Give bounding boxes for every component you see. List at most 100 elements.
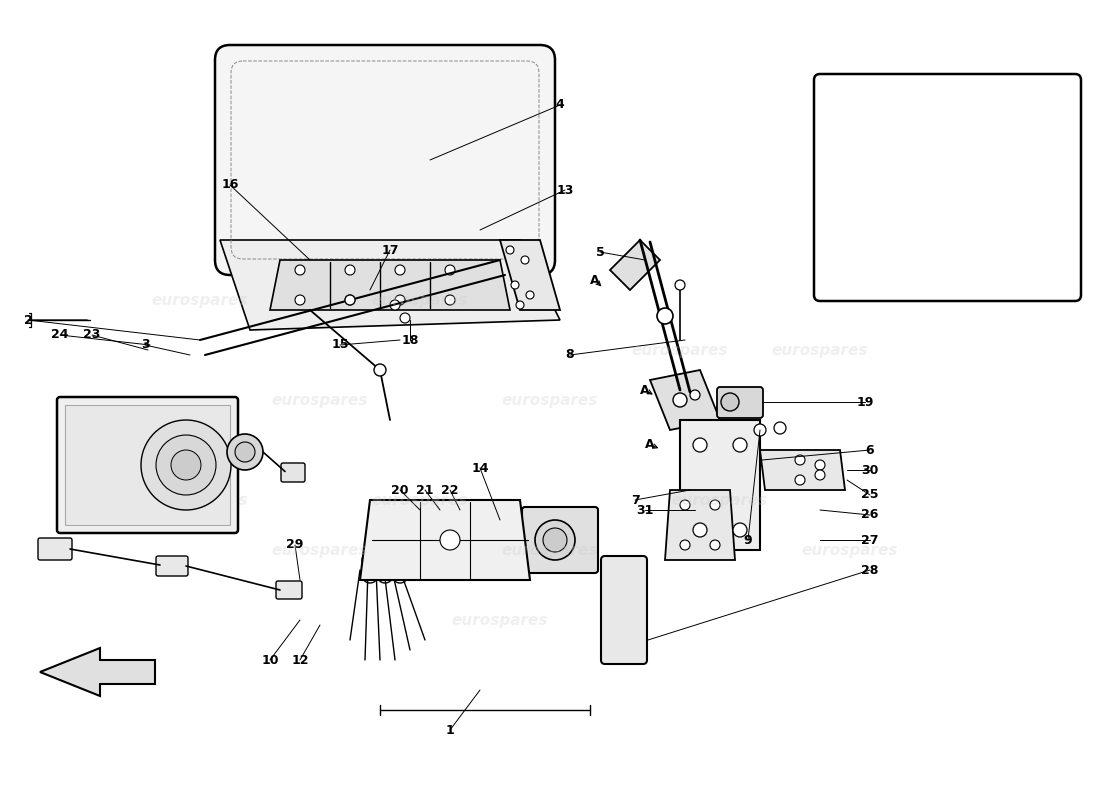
Circle shape [170, 450, 201, 480]
Text: eurospares: eurospares [502, 393, 598, 407]
Text: 9: 9 [1060, 111, 1068, 125]
Circle shape [374, 364, 386, 376]
Circle shape [345, 295, 355, 305]
Circle shape [754, 424, 766, 436]
Text: 31: 31 [636, 503, 653, 517]
Text: 8: 8 [1060, 94, 1068, 106]
Text: 1: 1 [446, 723, 454, 737]
Circle shape [795, 455, 805, 465]
Circle shape [526, 291, 534, 299]
Circle shape [506, 246, 514, 254]
Circle shape [915, 170, 925, 180]
Text: 11: 11 [1060, 171, 1078, 185]
Circle shape [795, 475, 805, 485]
Text: 30: 30 [861, 463, 879, 477]
Text: eurospares: eurospares [772, 342, 868, 358]
Circle shape [446, 265, 455, 275]
Circle shape [680, 500, 690, 510]
Text: 15: 15 [331, 338, 349, 351]
FancyBboxPatch shape [57, 397, 238, 533]
FancyBboxPatch shape [814, 74, 1081, 301]
Circle shape [384, 559, 396, 571]
Circle shape [446, 295, 455, 305]
Text: 5: 5 [595, 246, 604, 258]
Text: 28: 28 [861, 563, 879, 577]
Circle shape [886, 88, 894, 96]
Circle shape [345, 295, 355, 305]
Polygon shape [845, 100, 870, 118]
Text: 29: 29 [286, 538, 304, 551]
Text: 6: 6 [1060, 149, 1068, 162]
Text: eurospares: eurospares [452, 613, 548, 627]
Polygon shape [500, 240, 560, 310]
Text: A: A [646, 438, 654, 451]
Circle shape [945, 170, 955, 180]
Text: 10: 10 [262, 654, 278, 666]
Text: 17: 17 [382, 243, 398, 257]
FancyBboxPatch shape [522, 507, 598, 573]
Circle shape [543, 528, 566, 552]
Text: eurospares: eurospares [152, 493, 249, 507]
Text: 7: 7 [630, 494, 639, 506]
Circle shape [141, 420, 231, 510]
Text: OLD SOLUTION: OLD SOLUTION [848, 214, 953, 226]
Circle shape [657, 308, 673, 324]
Text: 12: 12 [292, 654, 309, 666]
Circle shape [156, 435, 216, 495]
Circle shape [710, 500, 720, 510]
Text: 23: 23 [84, 329, 101, 342]
Circle shape [362, 552, 378, 568]
Circle shape [680, 540, 690, 550]
Polygon shape [760, 450, 845, 490]
Text: eurospares: eurospares [372, 493, 469, 507]
Circle shape [690, 390, 700, 400]
Circle shape [440, 530, 460, 550]
Circle shape [693, 438, 707, 452]
Text: A: A [845, 108, 851, 118]
Text: 27: 27 [861, 534, 879, 546]
Text: eurospares: eurospares [101, 442, 198, 458]
Circle shape [675, 280, 685, 290]
Circle shape [733, 438, 747, 452]
Circle shape [733, 523, 747, 537]
FancyBboxPatch shape [156, 556, 188, 576]
Polygon shape [220, 240, 560, 330]
Text: 22: 22 [441, 483, 459, 497]
Circle shape [400, 313, 410, 323]
Circle shape [945, 120, 955, 130]
Text: 4: 4 [556, 98, 564, 111]
Circle shape [512, 281, 519, 289]
Text: eurospares: eurospares [672, 493, 768, 507]
Circle shape [235, 442, 255, 462]
Circle shape [693, 523, 707, 537]
Polygon shape [270, 260, 510, 310]
Circle shape [516, 301, 524, 309]
Circle shape [535, 520, 575, 560]
Text: eurospares: eurospares [802, 542, 899, 558]
Text: 20: 20 [392, 483, 409, 497]
Circle shape [227, 434, 263, 470]
Text: A: A [889, 125, 896, 135]
Text: 19: 19 [856, 395, 873, 409]
Text: 21: 21 [416, 483, 433, 497]
Polygon shape [650, 370, 721, 430]
Text: eurospares: eurospares [372, 293, 469, 307]
Text: 25: 25 [861, 489, 879, 502]
Circle shape [390, 300, 400, 310]
Text: 24: 24 [52, 329, 68, 342]
Circle shape [815, 470, 825, 480]
Polygon shape [666, 490, 735, 560]
Circle shape [395, 295, 405, 305]
Text: 26: 26 [861, 509, 879, 522]
Text: eurospares: eurospares [152, 293, 249, 307]
Text: A: A [640, 383, 650, 397]
Polygon shape [680, 420, 760, 550]
Circle shape [720, 393, 739, 411]
Text: eurospares: eurospares [631, 342, 728, 358]
Text: 14: 14 [471, 462, 488, 474]
Circle shape [673, 393, 688, 407]
Text: A: A [591, 274, 600, 286]
FancyBboxPatch shape [276, 581, 303, 599]
Circle shape [345, 265, 355, 275]
Polygon shape [40, 648, 155, 696]
